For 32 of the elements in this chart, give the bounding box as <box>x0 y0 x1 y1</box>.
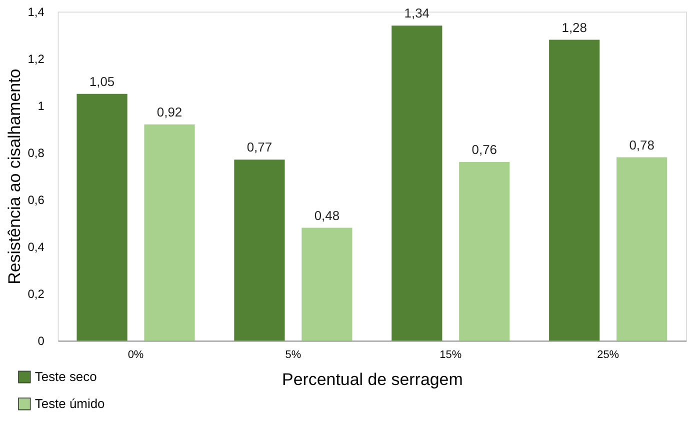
legend-label: Teste úmido <box>34 396 105 411</box>
data-label: 0,77 <box>246 140 272 155</box>
data-label: 0,76 <box>472 142 497 158</box>
data-label: 0,92 <box>156 104 182 120</box>
data-label: 1,05 <box>89 74 115 89</box>
legend-label: Teste seco <box>34 369 97 384</box>
y-tick-label: 1 <box>38 99 45 114</box>
x-tick-label: 15% <box>440 349 462 362</box>
data-label: 0,48 <box>314 208 340 223</box>
y-tick-label: 1,4 <box>28 5 45 20</box>
y-tick-label: 0,8 <box>28 146 45 160</box>
bar <box>392 26 442 341</box>
y-tick-label: 1,2 <box>28 52 45 66</box>
bar <box>144 124 195 341</box>
x-tick-label: 5% <box>285 349 302 362</box>
data-label: 0,78 <box>629 137 654 152</box>
bar <box>76 94 128 341</box>
y-axis-title: Resistência ao cisalhamento <box>4 68 24 284</box>
y-tick-label: 0 <box>38 334 45 348</box>
y-tick-label: 0,2 <box>28 287 45 302</box>
bar <box>549 40 600 341</box>
x-axis-title: Percentual de serragem <box>282 370 463 389</box>
bar <box>302 228 352 341</box>
data-label: 1,28 <box>562 20 587 35</box>
bar <box>616 157 668 341</box>
data-label: 1,34 <box>404 6 430 21</box>
y-tick-label: 0,4 <box>28 240 45 254</box>
x-tick-label: 0% <box>128 349 144 362</box>
bar <box>234 160 285 341</box>
y-tick-label: 0,6 <box>28 193 45 208</box>
x-tick-label: 25% <box>597 349 620 362</box>
bar <box>459 162 510 341</box>
